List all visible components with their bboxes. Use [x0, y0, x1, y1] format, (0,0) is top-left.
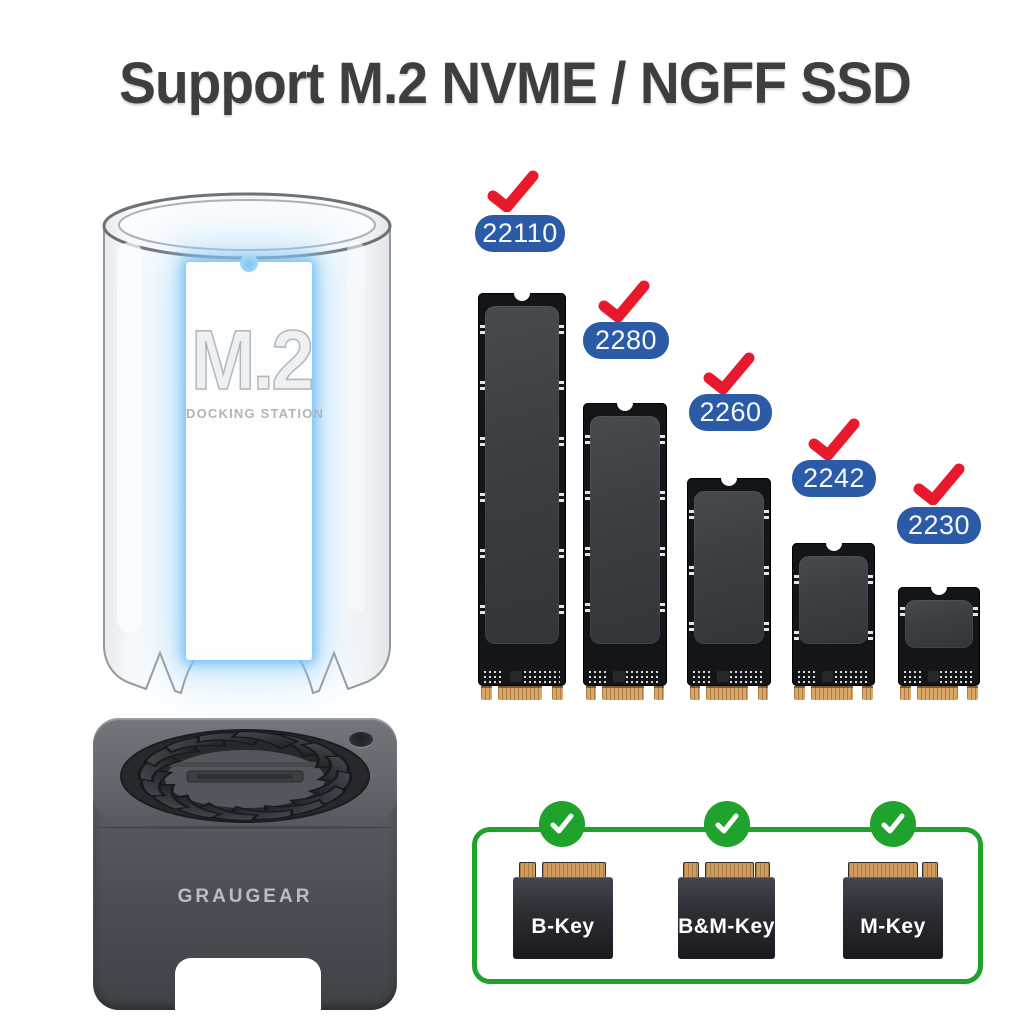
ssd-pads	[585, 435, 590, 640]
size-badge: 2242	[792, 460, 876, 497]
ssd-cover	[485, 306, 559, 644]
check-icon	[487, 170, 539, 212]
ssd-smd-pads	[693, 670, 765, 683]
key-connector	[542, 862, 606, 879]
m2-logo: M.2	[190, 312, 315, 408]
cooling-fan	[116, 722, 374, 831]
key-connector	[705, 862, 754, 879]
ssd-pcb	[898, 579, 980, 686]
key-card-body: B&M-Key	[678, 877, 775, 959]
ssd-smd-pads	[904, 670, 974, 683]
brand-logo: GRAUGEAR	[177, 886, 313, 907]
key-label: B-Key	[531, 915, 595, 938]
ssd-pads	[794, 575, 799, 640]
ssd-22110	[478, 285, 566, 700]
key-connector	[755, 862, 770, 879]
ssd-notch	[825, 535, 842, 551]
ssd-2260	[687, 470, 771, 700]
ssd-pads	[868, 575, 873, 640]
size-badge: 2260	[689, 394, 772, 431]
size-badge: 22110	[475, 215, 565, 252]
ssd-pads	[689, 510, 694, 640]
key-connector	[922, 862, 938, 879]
ssd-notch	[721, 470, 737, 486]
check-icon	[808, 418, 860, 460]
dock-base-seam	[97, 826, 393, 829]
ssd-edge-connector	[687, 686, 771, 700]
ssd-pads	[660, 435, 665, 640]
key-card-body: B-Key	[513, 877, 613, 959]
m2-slot-rail	[169, 762, 321, 767]
ssd-cover	[694, 491, 764, 644]
ssd-pcb	[478, 285, 566, 686]
m2-logo-subtitle: DOCKING STATION	[186, 406, 325, 421]
ssd-cover	[590, 416, 660, 644]
dock-base: GRAUGEAR	[93, 718, 397, 1010]
ssd-smd-pads	[589, 670, 661, 683]
power-button	[349, 732, 373, 747]
base-notch	[175, 958, 321, 1010]
ssd-pcb	[687, 470, 771, 686]
key-card-b: B-Key	[513, 862, 613, 959]
ssd-edge-connector	[898, 686, 980, 700]
ssd-smd-pads	[484, 670, 560, 683]
ssd-2230	[898, 579, 980, 700]
size-badge: 2230	[897, 507, 981, 544]
ssd-edge-connector	[792, 686, 875, 700]
ssd-pcb	[583, 395, 667, 686]
ssd-2242	[792, 535, 875, 700]
ssd-cover	[905, 600, 973, 648]
cylinder-highlight	[117, 242, 143, 632]
page-title: Support M.2 NVME / NGFF SSD	[119, 51, 912, 116]
ssd-2280	[583, 395, 667, 700]
cylinder-highlight	[347, 242, 365, 612]
key-connector	[683, 862, 699, 879]
check-icon	[704, 801, 750, 847]
ssd-edge-connector	[478, 686, 566, 700]
key-label: M-Key	[860, 915, 926, 938]
ssd-pcb	[792, 535, 875, 686]
ssd-notch	[617, 395, 633, 411]
key-connector	[848, 862, 918, 879]
key-card-m: M-Key	[843, 862, 943, 959]
m2-card-notch	[240, 254, 258, 272]
size-badge: 2280	[583, 322, 669, 359]
ssd-notch	[514, 285, 530, 301]
ssd-pads	[764, 510, 769, 640]
key-card-bm: B&M-Key	[678, 862, 775, 959]
ssd-pads	[559, 325, 564, 640]
ssd-smd-pads	[798, 670, 869, 683]
cylinder-rim-inner	[118, 199, 376, 251]
m2-slot-contacts	[197, 774, 293, 779]
check-icon	[913, 463, 965, 505]
ssd-notch	[931, 579, 947, 595]
m2-card: M.2 DOCKING STATION	[186, 254, 325, 660]
check-icon	[870, 801, 916, 847]
check-icon	[598, 280, 650, 322]
ssd-cover	[799, 556, 868, 644]
ssd-pads	[900, 607, 905, 644]
check-icon	[703, 352, 755, 394]
ssd-pads	[973, 607, 978, 644]
check-icon	[539, 801, 585, 847]
key-label: B&M-Key	[678, 915, 775, 938]
key-card-body: M-Key	[843, 877, 943, 959]
ssd-pads	[480, 325, 485, 640]
ssd-edge-connector	[583, 686, 667, 700]
key-connector	[519, 862, 536, 879]
